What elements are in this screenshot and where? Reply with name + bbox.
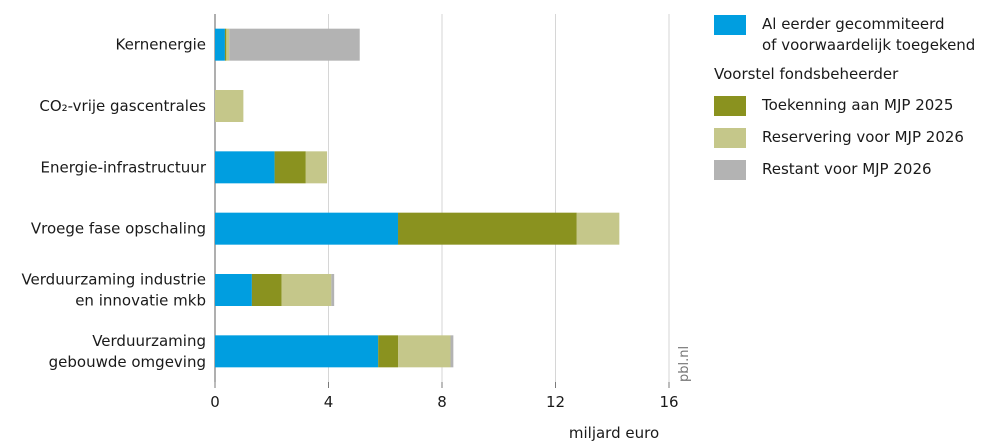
category-label: Vroege fase opschaling xyxy=(31,220,206,238)
stacked-bar-chart: Kernenergie CO₂-vrije gascentrales Energie… xyxy=(21,14,679,442)
legend-label: Reservering voor MJP 2026 xyxy=(762,128,964,146)
legend-swatch xyxy=(714,96,746,116)
legend-swatch xyxy=(714,15,746,35)
x-axis-label: miljard euro xyxy=(569,424,659,442)
legend-swatch xyxy=(714,128,746,148)
category-label: Energie-infrastructuur xyxy=(41,158,207,176)
category-label: en innovatie mkb xyxy=(75,292,206,310)
bar-segment xyxy=(378,335,399,368)
category-label: Kernenergie xyxy=(115,36,206,54)
x-tick-label: 4 xyxy=(324,393,334,411)
bar-segment xyxy=(274,151,306,184)
source-label: pbl.nl xyxy=(677,345,692,382)
bar-segment xyxy=(450,335,454,368)
legend-item-reservering: Reservering voor MJP 2026 xyxy=(714,127,984,159)
legend-label: Restant voor MJP 2026 xyxy=(762,160,932,178)
bar-segment xyxy=(215,90,244,122)
bar-segment xyxy=(281,274,332,306)
bar-segment xyxy=(215,28,225,61)
bar-segment xyxy=(331,274,335,306)
bar-segment xyxy=(251,274,282,306)
legend-swatch xyxy=(714,160,746,180)
bar-segment xyxy=(229,28,360,61)
x-tick-label: 0 xyxy=(210,393,220,411)
category-label: CO₂-vrije gascentrales xyxy=(39,97,206,115)
bar-segment xyxy=(398,335,451,368)
bar-segment xyxy=(224,28,227,61)
legend-heading: Voorstel fondsbeheerder xyxy=(714,65,899,83)
bar-segment xyxy=(398,212,577,245)
legend-item-committed: Al eerder gecommiteerd of voorwaardelijk… xyxy=(714,14,984,56)
bar-segment xyxy=(215,335,379,368)
x-tick-label: 16 xyxy=(659,393,678,411)
bar-segment xyxy=(226,28,230,61)
category-label: Verduurzaming xyxy=(92,332,206,350)
bar-segment xyxy=(576,212,620,245)
bar-segment xyxy=(305,151,328,184)
bar-segment xyxy=(215,274,252,306)
legend-label: Al eerder gecommiteerd of voorwaardelijk… xyxy=(762,15,976,54)
x-tick-label: 8 xyxy=(437,393,447,411)
legend-item-mjp2025: Toekenning aan MJP 2025 xyxy=(714,95,984,127)
legend-item-restant: Restant voor MJP 2026 xyxy=(714,159,984,191)
legend: Al eerder gecommiteerd of voorwaardelijk… xyxy=(714,14,984,191)
category-label: gebouwde omgeving xyxy=(49,353,206,371)
category-label: Verduurzaming industrie xyxy=(21,271,206,289)
bar-segment xyxy=(215,212,399,245)
legend-label: Toekenning aan MJP 2025 xyxy=(762,96,954,114)
bar-segment xyxy=(215,151,275,184)
x-tick-label: 12 xyxy=(546,393,565,411)
